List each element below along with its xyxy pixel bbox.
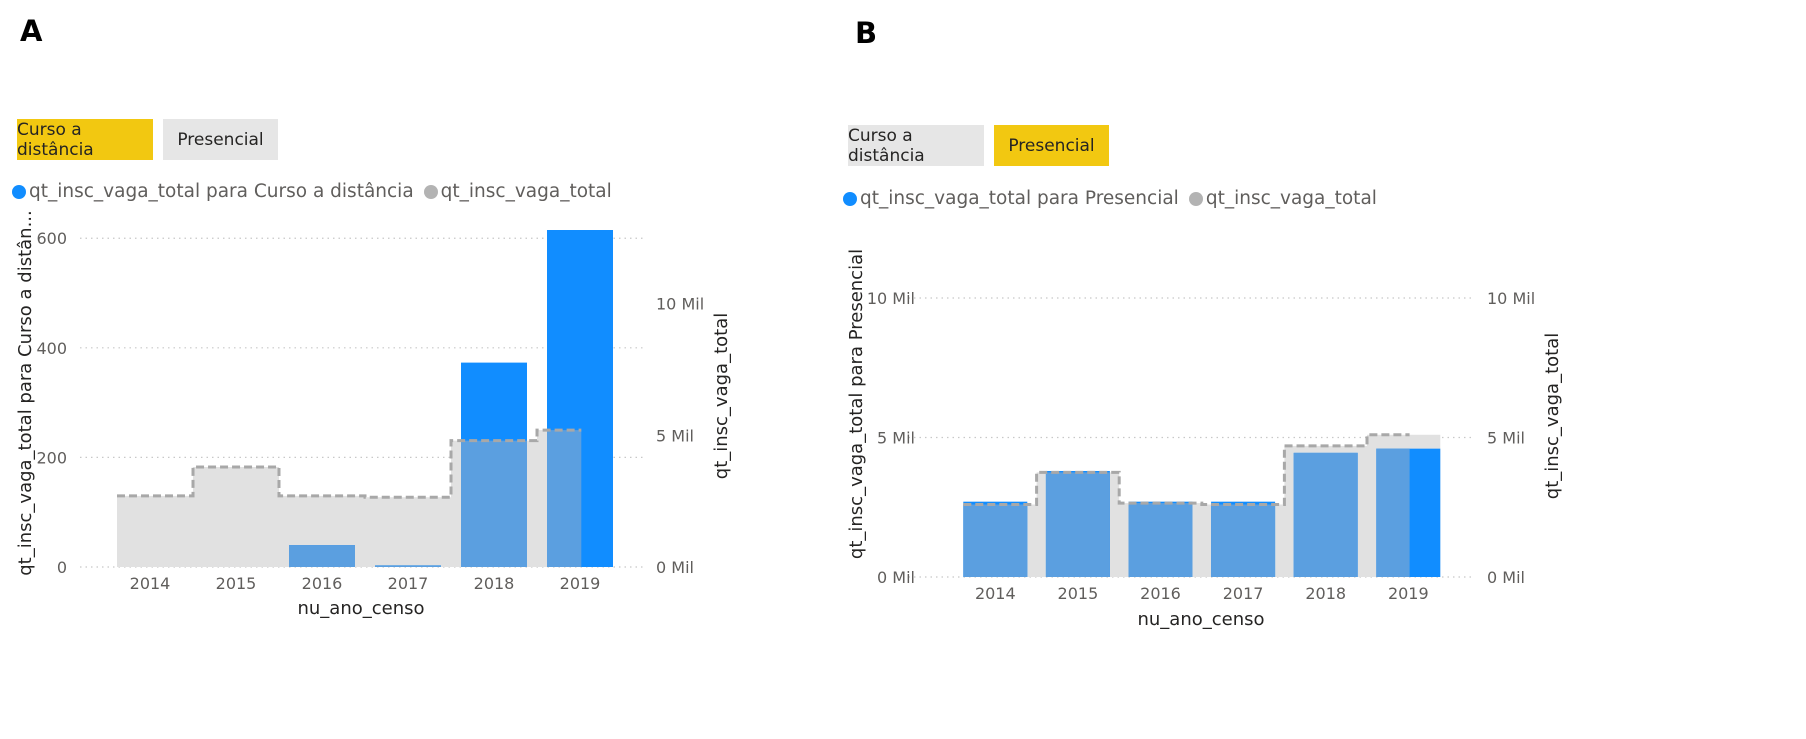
chart-a-legend: qt_insc_vaga_total para Curso a distânci… bbox=[12, 181, 622, 202]
legend-item[interactable]: qt_insc_vaga_total bbox=[423, 181, 612, 202]
legend-label: qt_insc_vaga_total para Presencial bbox=[860, 188, 1179, 209]
x-tick-label: 2017 bbox=[1223, 584, 1264, 603]
bar-overlap bbox=[1211, 504, 1276, 577]
y-tick-label-right: 0 Mil bbox=[1487, 568, 1525, 587]
y-tick-label-left: 5 Mil bbox=[877, 429, 915, 448]
y-axis-right-title: qt_insc_vaga_total bbox=[1542, 333, 1563, 499]
x-tick-label: 2015 bbox=[1058, 584, 1099, 603]
legend-item[interactable]: qt_insc_vaga_total para Presencial bbox=[843, 188, 1179, 209]
x-tick-label: 2018 bbox=[1305, 584, 1346, 603]
y-tick-label-left: 0 Mil bbox=[877, 568, 915, 587]
combo-chart-a: 0 200 400 600 0 Mil 5 Mil 10 Mil 2014 2015 2016 20… bbox=[15, 210, 732, 619]
x-tick-label: 2014 bbox=[130, 574, 171, 593]
y-tick-label-left: 400 bbox=[36, 339, 67, 358]
legend-label: qt_insc_vaga_total para Curso a distânci… bbox=[29, 181, 414, 202]
legend-label: qt_insc_vaga_total bbox=[440, 181, 612, 202]
bar-overlap bbox=[1128, 503, 1193, 577]
bar-overlap bbox=[1376, 448, 1410, 577]
y-tick-label-left: 600 bbox=[36, 229, 67, 248]
x-tick-label: 2018 bbox=[474, 574, 515, 593]
y-tick-label-left: 10 Mil bbox=[867, 289, 915, 308]
slicer-presencial-button[interactable]: Presencial bbox=[994, 125, 1109, 166]
y-tick-label-left: 200 bbox=[36, 448, 67, 467]
x-tick-label: 2016 bbox=[302, 574, 343, 593]
x-axis-title: nu_ano_censo bbox=[1137, 609, 1264, 630]
y-tick-label-right: 10 Mil bbox=[656, 295, 704, 314]
legend-label: qt_insc_vaga_total bbox=[1205, 188, 1377, 209]
total-step-line bbox=[963, 433, 1410, 506]
x-tick-label: 2019 bbox=[560, 574, 601, 593]
y-axis-left-title: qt_insc_vaga_total para Curso a distân..… bbox=[15, 210, 36, 576]
bar-overlap bbox=[375, 565, 441, 567]
slicer-curso-distancia-button[interactable]: Curso a distância bbox=[848, 125, 984, 166]
x-tick-label: 2019 bbox=[1388, 584, 1429, 603]
legend-marker bbox=[1188, 191, 1203, 206]
legend-item[interactable]: qt_insc_vaga_total bbox=[1188, 188, 1377, 209]
y-tick-label-right: 10 Mil bbox=[1487, 289, 1535, 308]
x-tick-label: 2017 bbox=[388, 574, 429, 593]
legend-marker bbox=[12, 184, 26, 199]
x-tick-label: 2016 bbox=[1140, 584, 1181, 603]
bar-overlap bbox=[289, 545, 355, 567]
legend-item[interactable]: qt_insc_vaga_total para Curso a distânci… bbox=[12, 181, 414, 202]
y-tick-label-right: 0 Mil bbox=[656, 558, 694, 577]
panel-b-letter: B bbox=[855, 16, 878, 50]
x-tick-label: 2014 bbox=[975, 584, 1016, 603]
legend-marker bbox=[843, 191, 857, 206]
chart-b-legend: qt_insc_vaga_total para Presencial qt_in… bbox=[843, 188, 1387, 209]
y-tick-label-left: 0 bbox=[57, 558, 67, 577]
legend-marker bbox=[423, 184, 438, 199]
bar-overlap bbox=[547, 430, 582, 567]
y-axis-right-title: qt_insc_vaga_total bbox=[711, 313, 732, 479]
bar-overlap bbox=[461, 440, 527, 567]
bar-overlap bbox=[1293, 452, 1358, 577]
y-axis-left-title: qt_insc_vaga_total para Presencial bbox=[846, 249, 867, 559]
bar-overlap bbox=[1045, 472, 1110, 577]
total-step-line bbox=[117, 428, 582, 499]
bar-overlap bbox=[963, 504, 1028, 577]
slicer-presencial-button[interactable]: Presencial bbox=[163, 119, 278, 160]
x-axis-title: nu_ano_censo bbox=[297, 598, 424, 619]
slicer-curso-distancia-button[interactable]: Curso a distância bbox=[17, 119, 153, 160]
x-tick-label: 2015 bbox=[216, 574, 257, 593]
y-tick-label-right: 5 Mil bbox=[1487, 429, 1525, 448]
panel-a-letter: A bbox=[20, 14, 43, 48]
y-tick-label-right: 5 Mil bbox=[656, 426, 694, 445]
